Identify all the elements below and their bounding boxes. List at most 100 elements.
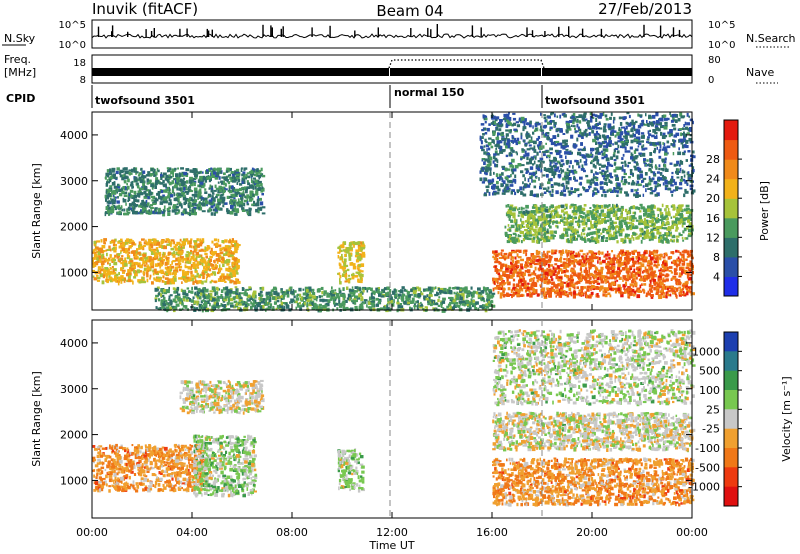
power-cells-cell: [122, 197, 125, 201]
power-cells-cell: [199, 295, 202, 300]
power-cells-cell: [179, 255, 182, 259]
power-cells-cell: [187, 240, 190, 245]
power-cells-cell: [555, 284, 560, 287]
power-cells-cell: [561, 270, 563, 274]
power-cells-cell: [534, 262, 538, 266]
power-cells-cell: [173, 290, 176, 294]
power-cells-cell: [172, 186, 174, 190]
power-cells-cell: [250, 296, 253, 301]
power-cells-cell: [417, 293, 421, 296]
power-cells-cell: [190, 270, 193, 275]
power-cells-cell: [182, 238, 187, 243]
power-cells-cell: [246, 294, 251, 298]
power-cells-cell: [117, 211, 120, 215]
power-cells-cell: [306, 307, 309, 310]
power-cells-cell: [208, 187, 211, 190]
power-cells-cell: [519, 263, 523, 267]
power-cells-cell: [232, 200, 236, 204]
power-cells-cell: [649, 279, 652, 284]
power-cells-cell: [190, 299, 194, 303]
power-cells-cell: [544, 271, 549, 276]
power-cells-cell: [247, 212, 252, 217]
power-cells-cell: [347, 293, 352, 297]
power-cells-cell: [201, 262, 204, 267]
power-cells-cell: [639, 278, 644, 282]
power-cells-cell: [435, 307, 438, 310]
power-cells-cell: [257, 196, 259, 200]
power-cells-cell: [167, 195, 171, 199]
power-cells-cell: [97, 256, 101, 260]
power-cells-cell: [658, 234, 662, 238]
power-cells-cell: [588, 258, 591, 262]
power-cells-cell: [628, 224, 632, 229]
power-cells-cell: [685, 266, 690, 269]
power-cells-cell: [412, 299, 415, 303]
power-cells-cell: [162, 275, 165, 279]
power-cells-cell: [122, 261, 126, 265]
power-cells-cell: [144, 257, 148, 260]
power-cells-cell: [190, 274, 195, 278]
power-cells-cell: [282, 292, 285, 297]
power-cells-cell: [170, 300, 173, 305]
power-cells-cell: [556, 215, 558, 218]
power-cells-cell: [351, 286, 354, 289]
power-cells-cell: [637, 252, 640, 257]
power-cells-cell: [653, 282, 657, 286]
power-cells-cell: [598, 273, 601, 277]
power-cells-cell: [548, 291, 552, 295]
power-cells-cell: [167, 259, 170, 263]
power-cells-cell: [123, 279, 126, 283]
power-cells-cell: [292, 289, 295, 292]
power-cells-cell: [253, 173, 257, 177]
power-cells-cell: [225, 267, 229, 272]
power-cells-cell: [120, 205, 123, 208]
power-cells-cell: [189, 169, 192, 173]
power-cells-cell: [227, 181, 231, 185]
power-cells-cell: [620, 262, 624, 266]
power-cells-cell: [195, 176, 198, 179]
power-cells-cell: [225, 250, 229, 255]
power-cells-cell: [216, 288, 219, 291]
power-cells-cell: [171, 260, 173, 265]
power-cells-cell: [145, 193, 148, 198]
power-cells-cell: [522, 238, 525, 242]
power-cells-cell: [515, 288, 519, 292]
power-cells-cell: [204, 293, 208, 296]
power-cells-cell: [668, 266, 673, 269]
power-cells-cell: [146, 278, 149, 283]
power-cells-cell: [107, 188, 112, 193]
power-cells-cell: [370, 302, 373, 305]
power-cells-cell: [250, 173, 253, 177]
power-cells-cell: [162, 280, 165, 283]
power-cells-cell: [580, 232, 583, 236]
power-cells-cell: [632, 260, 634, 264]
power-cells-cell: [664, 262, 667, 267]
power-cells-cell: [231, 238, 234, 242]
power-cells-cell: [667, 290, 671, 293]
power-cells-cell: [114, 196, 117, 199]
power-cells-cell: [513, 263, 517, 267]
power-cells-cell: [500, 263, 505, 268]
power-cells-cell: [288, 287, 292, 291]
power-cells-cell: [296, 302, 300, 306]
power-cells-cell: [99, 273, 104, 278]
power-cells-cell: [547, 271, 552, 275]
power-cells-cell: [561, 292, 565, 296]
power-cells-cell: [176, 181, 178, 184]
power-cells-cell: [245, 188, 248, 191]
power-cells-cell: [213, 243, 217, 246]
power-cells-cell: [639, 268, 642, 272]
power-cells-cell: [527, 256, 530, 260]
power-cells-cell: [241, 193, 245, 197]
power-cells-cell: [97, 269, 100, 272]
power-cells-cell: [563, 258, 566, 261]
power-cells-cell: [632, 278, 635, 282]
power-cells-cell: [229, 288, 233, 291]
power-cells-cell: [191, 286, 193, 291]
power-cells-cell: [196, 244, 200, 248]
power-cells-cell: [459, 287, 463, 290]
power-cells-cell: [617, 287, 621, 292]
power-cells-cell: [213, 301, 218, 305]
power-cells-cell: [140, 211, 144, 214]
power-cells-cell: [348, 252, 351, 257]
